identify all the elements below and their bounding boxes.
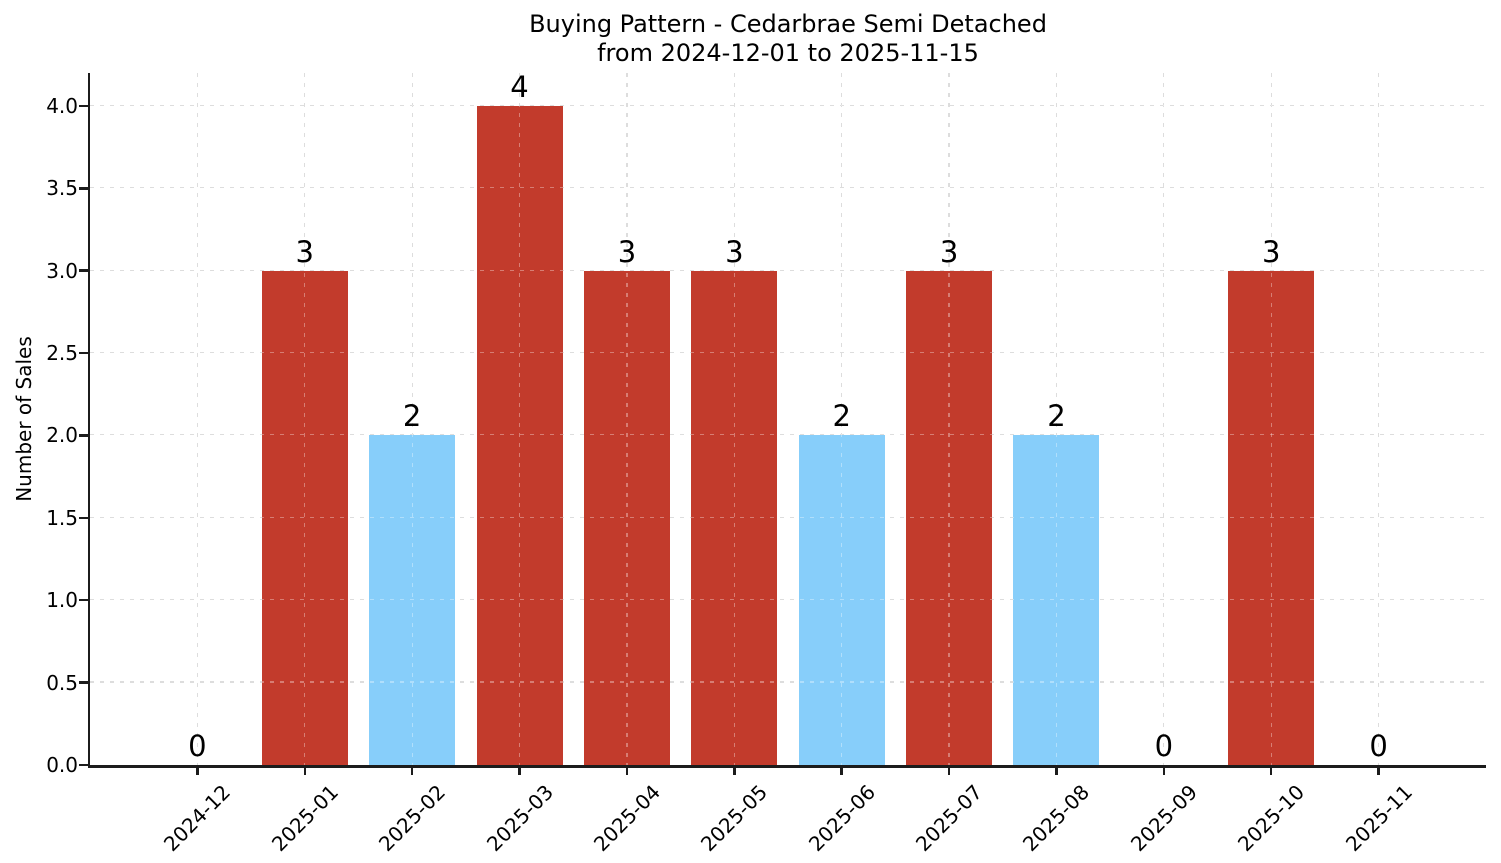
bar-2025-06	[798, 435, 885, 765]
x-tick-2025-05	[733, 766, 736, 775]
y-tick-3.0	[79, 269, 88, 272]
y-tick-3.5	[79, 187, 88, 190]
bar-2025-05	[691, 270, 778, 765]
x-tick-label-2025-10: 2025-10	[1233, 779, 1310, 857]
bar-value-label-2025-08: 2	[1047, 399, 1066, 434]
y-tick-2.5	[79, 351, 88, 355]
x-tick-label-2025-04: 2025-04	[588, 779, 665, 857]
bar-value-label-2025-09: 0	[1154, 729, 1174, 763]
y-tick-label-3.5: 3.5	[46, 176, 78, 201]
bar-2025-08	[1013, 435, 1100, 765]
bar-value-label-2025-06: 2	[832, 399, 851, 434]
bar-2025-10	[1228, 270, 1315, 765]
y-axis-spine	[87, 73, 90, 768]
chart-title-line2: from 2024-12-01 to 2025-11-15	[597, 39, 979, 67]
bar-2025-02	[369, 435, 456, 765]
y-tick-1.0	[79, 598, 88, 602]
x-tick-2025-02	[410, 766, 414, 775]
y-tick-0.0	[79, 763, 88, 767]
x-tick-label-2025-08: 2025-08	[1018, 779, 1095, 857]
y-tick-4.0	[79, 104, 88, 108]
x-tick-2025-11	[1377, 766, 1380, 775]
y-tick-label-1.5: 1.5	[46, 505, 78, 530]
x-tick-label-2025-05: 2025-05	[696, 779, 773, 857]
bar-value-label-2025-02: 2	[402, 399, 422, 434]
y-tick-label-0.0: 0.0	[46, 753, 78, 777]
x-tick-label-2025-11: 2025-11	[1340, 779, 1417, 857]
y-tick-label-2.0: 2.0	[46, 423, 78, 448]
bar-2025-01	[261, 270, 348, 765]
bar-2025-04	[583, 270, 670, 765]
x-tick-2024-12	[196, 766, 199, 775]
bar-value-label-2025-04: 3	[617, 234, 637, 269]
x-tick-2025-07	[947, 766, 951, 775]
x-tick-label-2025-01: 2025-01	[266, 779, 343, 857]
x-tick-2025-09	[1162, 766, 1166, 775]
x-tick-label-2025-02: 2025-02	[374, 779, 451, 857]
bar-2025-07	[906, 270, 993, 765]
x-axis-spine	[87, 765, 1486, 768]
bar-value-label-2025-05: 3	[725, 234, 744, 269]
y-tick-label-1.0: 1.0	[46, 588, 78, 613]
x-tick-2025-01	[303, 766, 307, 775]
x-tick-2025-04	[625, 766, 629, 775]
x-tick-2025-10	[1269, 766, 1273, 775]
y-tick-2.0	[79, 434, 88, 437]
bar-2025-03	[476, 105, 563, 765]
x-tick-label-2025-06: 2025-06	[803, 779, 880, 857]
bar-value-label-2025-07: 3	[939, 234, 959, 269]
x-tick-2025-06	[840, 766, 843, 775]
x-tick-2025-03	[518, 766, 521, 775]
bar-value-label-2025-03: 4	[510, 69, 529, 104]
chart-title-line1: Buying Pattern - Cedarbrae Semi Detached	[529, 10, 1047, 38]
y-tick-label-4.0: 4.0	[46, 93, 78, 118]
y-tick-0.5	[79, 681, 88, 684]
x-tick-label-2024-12: 2024-12	[159, 779, 236, 857]
x-tick-label-2025-07: 2025-07	[911, 779, 988, 857]
x-tick-label-2025-03: 2025-03	[481, 779, 558, 857]
y-tick-label-2.5: 2.5	[46, 341, 78, 366]
bar-value-label-2025-01: 3	[295, 234, 314, 269]
bar-value-label-2024-12: 0	[188, 729, 207, 763]
bar-value-label-2025-10: 3	[1261, 234, 1281, 269]
y-tick-label-0.5: 0.5	[46, 670, 78, 695]
y-tick-label-3.0: 3.0	[46, 258, 78, 283]
chart-title: Buying Pattern - Cedarbrae Semi Detached…	[529, 10, 1047, 68]
y-tick-1.5	[79, 516, 88, 520]
x-tick-2025-08	[1055, 766, 1058, 775]
x-tick-label-2025-09: 2025-09	[1125, 779, 1202, 857]
bar-value-label-2025-11: 0	[1369, 729, 1388, 763]
